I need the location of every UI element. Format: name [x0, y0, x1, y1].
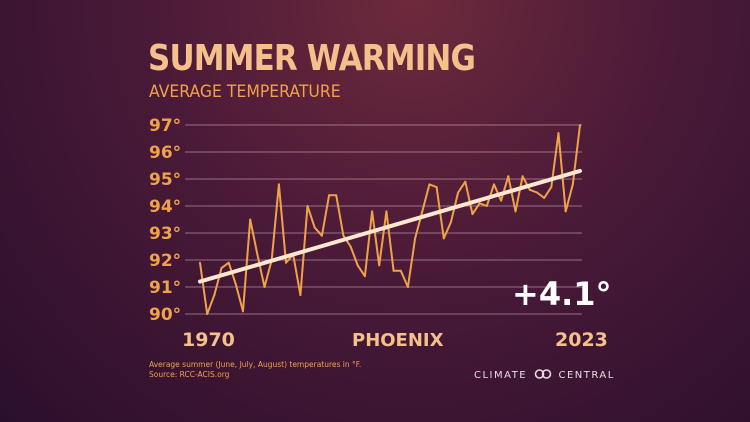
y-tick-label: 97° — [149, 116, 181, 136]
data-point — [206, 313, 209, 315]
y-axis-tick-labels: 90° 91° 92° 93° 94° 95° 96° 97° — [149, 116, 181, 325]
data-point — [256, 253, 259, 256]
data-point — [213, 294, 216, 297]
data-point — [363, 275, 366, 278]
data-point — [342, 234, 345, 237]
data-point — [249, 218, 252, 221]
data-point — [285, 261, 288, 264]
data-point — [234, 283, 237, 286]
y-tick-label: 90° — [149, 305, 181, 325]
data-point — [507, 175, 510, 178]
y-tick-label: 94° — [149, 197, 181, 217]
y-tick-label: 95° — [149, 170, 181, 190]
data-point — [335, 194, 338, 197]
footnote-source: Source: RCC-ACIS.org — [149, 369, 230, 379]
temperature-data-points — [199, 124, 581, 315]
climate-central-logo-icon — [534, 369, 552, 379]
data-point — [421, 210, 424, 213]
data-point — [392, 269, 395, 272]
gridlines — [185, 124, 582, 315]
y-tick-label: 92° — [149, 251, 181, 271]
chart-title: SUMMER WARMING — [148, 38, 476, 79]
data-point — [521, 175, 524, 178]
brand-logo: CLIMATE CENTRAL — [474, 369, 615, 381]
data-point — [557, 132, 560, 135]
data-point — [399, 269, 402, 272]
data-point — [579, 124, 581, 126]
y-tick-label: 96° — [149, 143, 181, 163]
data-point — [449, 221, 452, 224]
data-point — [306, 205, 309, 207]
data-point — [478, 202, 481, 205]
data-point — [535, 191, 538, 194]
data-point — [242, 310, 245, 313]
data-point — [435, 186, 438, 189]
temperature-change-label: +4.1° — [512, 275, 612, 313]
data-point — [328, 194, 331, 197]
location-label: PHOENIX — [352, 330, 444, 351]
data-point — [349, 245, 352, 248]
data-point — [385, 210, 388, 213]
chart-subtitle: AVERAGE TEMPERATURE — [149, 82, 341, 102]
data-point — [564, 210, 567, 213]
data-point — [277, 183, 280, 186]
data-point — [313, 226, 316, 229]
data-point — [464, 180, 467, 183]
x-tick-label-start: 1970 — [182, 329, 235, 351]
data-point — [500, 199, 503, 202]
data-point — [514, 210, 517, 213]
data-point — [320, 234, 323, 237]
data-point — [371, 210, 374, 213]
data-point — [528, 188, 531, 191]
data-point — [199, 261, 201, 264]
brand-text-right: CENTRAL — [558, 370, 615, 381]
data-point — [471, 213, 474, 216]
brand-text-left: CLIMATE — [474, 370, 528, 381]
data-point — [263, 286, 266, 288]
data-point — [550, 186, 553, 189]
y-tick-label: 91° — [149, 278, 181, 298]
data-point — [356, 264, 359, 267]
data-point — [492, 183, 495, 186]
data-point — [457, 191, 460, 194]
data-point — [543, 196, 546, 199]
footnote-description: Average summer (June, July, August) temp… — [149, 360, 362, 369]
data-point — [442, 237, 445, 240]
data-point — [378, 264, 381, 267]
data-point — [428, 183, 431, 186]
data-point — [571, 183, 574, 186]
y-tick-label: 93° — [149, 224, 181, 244]
data-point — [227, 261, 230, 264]
footnote: Average summer (June, July, August) temp… — [149, 360, 361, 379]
temperature-series-line — [199, 124, 581, 315]
data-point — [406, 286, 409, 288]
x-tick-label-end: 2023 — [555, 329, 608, 351]
data-point — [299, 294, 302, 297]
data-point — [485, 205, 488, 207]
trend-line — [198, 168, 582, 284]
data-point — [414, 237, 417, 240]
data-point — [220, 267, 223, 270]
